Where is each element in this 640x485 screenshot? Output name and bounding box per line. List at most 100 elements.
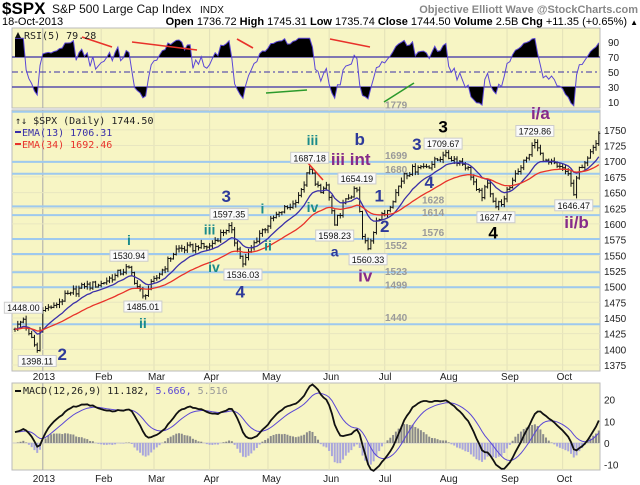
source-credit: Objective Elliott Wave @StockCharts.com (419, 4, 638, 16)
price-bar (427, 165, 431, 169)
price-label-box (109, 249, 149, 262)
macd-histogram-bar (519, 431, 522, 443)
price-bar (210, 240, 214, 249)
price-bar (469, 166, 473, 181)
macd-histogram-bar (422, 432, 425, 443)
macd-histogram-bar (100, 443, 103, 445)
wave-label: ii (264, 237, 272, 253)
wave-label: i (260, 200, 264, 216)
price-bar (57, 298, 61, 309)
wave-label: 3 (222, 187, 231, 206)
price-bar (522, 159, 526, 171)
rsi-tick-label: 90 (608, 38, 620, 49)
macd-histogram-bar (317, 439, 320, 443)
price-label-box (123, 300, 163, 313)
price-plot (13, 131, 601, 353)
macd-tick-label: -10 (604, 461, 619, 472)
macd-histogram-bar (286, 434, 289, 443)
price-bar (277, 211, 281, 218)
price-label-box (337, 172, 377, 185)
macd-histogram-bar (333, 443, 336, 463)
price-label-box (223, 268, 263, 281)
macd-histogram-bar (330, 443, 333, 457)
macd-histogram-bar (322, 443, 325, 447)
price-bar (119, 269, 123, 276)
price-bar (363, 233, 367, 244)
macd-histogram-bar (403, 424, 406, 443)
price-label: 1729.86 (519, 127, 552, 137)
macd-histogram-bar (272, 434, 275, 443)
price-bar (430, 161, 434, 171)
macd-histogram-bar (261, 441, 264, 443)
price-bar (74, 285, 78, 297)
price-label: 1530.94 (113, 251, 146, 261)
price-bar (472, 174, 476, 186)
price-bar (302, 181, 306, 193)
price-bar (171, 252, 175, 260)
price-bar (108, 276, 112, 284)
price-bar (577, 166, 581, 180)
macd-histogram-bar (225, 441, 228, 443)
wave-label: 4 (235, 282, 245, 301)
macd-histogram-bar (158, 443, 161, 446)
month-tick-label: Jul (379, 474, 392, 485)
macd-histogram-bar (228, 440, 231, 443)
macd-histogram-bar (200, 441, 203, 443)
price-tick-label: 1700 (604, 157, 627, 168)
rsi-tick-label: 50 (608, 68, 620, 79)
month-tick-label: Oct (557, 474, 573, 485)
macd-histogram-bar (414, 427, 417, 443)
price-bar (408, 171, 412, 177)
month-tick-label: 2013 (33, 372, 56, 383)
macd-histogram-bar (536, 426, 539, 443)
macd-histogram-bar (375, 443, 378, 456)
price-tick-label: 1500 (604, 283, 627, 294)
price-bar (411, 164, 415, 176)
price-bar (594, 140, 598, 151)
month-tick-label: Jun (323, 474, 339, 485)
macd-histogram-bar (361, 443, 364, 456)
price-bar (158, 272, 162, 280)
price-bar (166, 256, 170, 273)
price-bar (44, 306, 48, 312)
macd-histogram-bar (275, 434, 278, 443)
macd-histogram-bar (311, 431, 314, 443)
price-bar (405, 172, 409, 180)
macd-histogram-bar (547, 440, 550, 443)
macd-histogram-bar (314, 436, 317, 443)
price-bar (586, 156, 590, 167)
price-bar (500, 199, 503, 207)
macd-histogram-bar (489, 443, 492, 457)
macd-histogram-bar (597, 430, 600, 443)
macd-histogram-bar (183, 435, 186, 443)
rsi-legend: RSI(5) 79.28 (15, 31, 96, 42)
macd-histogram-bar (66, 433, 69, 443)
month-tick-label: 2013 (33, 474, 56, 485)
price-bar (60, 299, 64, 306)
wave-label: iv (208, 259, 220, 275)
price-legend: ↑↓ $SPX (Daily) 1744.50 EMA(13) 1706.31 … (15, 116, 153, 151)
price-bar (486, 179, 490, 189)
price-bar (222, 229, 225, 237)
price-bar (516, 168, 520, 175)
price-label: 1536.03 (227, 270, 260, 280)
macd-histogram-bar (411, 424, 414, 443)
price-bar (297, 192, 301, 204)
macd-histogram-bar (400, 426, 403, 443)
price-bar (474, 178, 478, 191)
macd-histogram-bar (500, 443, 503, 456)
price-bar (96, 283, 100, 288)
price-bar (330, 195, 334, 214)
price-tick-label: 1625 (604, 204, 627, 215)
price-label: 1709.67 (427, 139, 460, 149)
price-bar (288, 203, 292, 211)
price-bar (130, 265, 134, 276)
price-label: 1485.01 (127, 302, 160, 312)
macd-histogram-bar (467, 443, 470, 452)
macd-histogram-bar (205, 443, 208, 445)
price-bar (177, 245, 181, 253)
macd-histogram-bar (494, 443, 497, 459)
month-tick-label: May (262, 372, 281, 383)
price-label-box (348, 253, 388, 266)
price-bar (316, 181, 320, 188)
